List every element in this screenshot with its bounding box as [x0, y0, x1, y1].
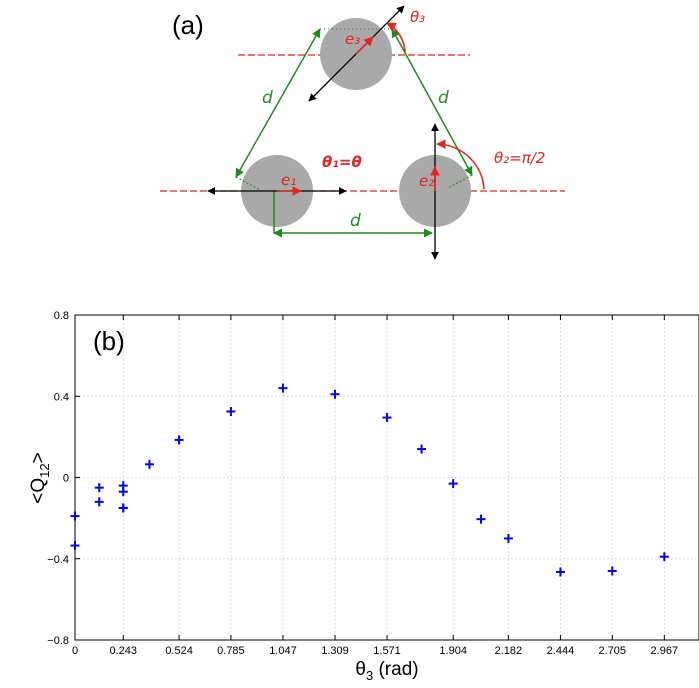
data-point — [330, 389, 340, 399]
angle-label-theta2: θ₂=π/2 — [494, 149, 545, 167]
panel-label-b: (b) — [93, 326, 125, 356]
y-tick-label: 0 — [63, 473, 69, 485]
angle-label-theta1: θ₁=θ — [322, 153, 362, 171]
x-tick-label: 1.904 — [439, 645, 467, 657]
data-point — [607, 566, 617, 576]
y-tick-label: 0.4 — [54, 391, 69, 403]
unit-vector-label-1: e₁ — [281, 171, 296, 189]
data-point — [174, 435, 184, 445]
x-tick-label: 0.243 — [110, 645, 138, 657]
data-point — [555, 567, 565, 577]
data-point — [144, 459, 154, 469]
distance-label-left: d — [262, 88, 273, 108]
x-tick-label: 2.705 — [599, 645, 627, 657]
y-tick-label: −0.4 — [47, 554, 69, 566]
grid — [75, 315, 699, 640]
unit-vector-3 — [355, 36, 374, 55]
y-tick-label: 0.8 — [54, 310, 69, 322]
particle-triangle-diagram: (a) d d d e₁ e₂ e₃ — [160, 5, 565, 260]
data-point — [382, 413, 392, 423]
unit-vector-label-2: e₂ — [419, 172, 434, 190]
x-tick-label: 1.571 — [373, 645, 401, 657]
distance-label-bottom: d — [350, 211, 361, 231]
data-point — [448, 479, 458, 489]
y-axis-title: <Q12> — [28, 452, 52, 503]
data-point — [70, 511, 80, 521]
angle-label-theta3: θ₃ — [410, 8, 425, 26]
x-tick-label: 2.967 — [651, 645, 679, 657]
data-point — [659, 552, 669, 562]
data-point — [503, 533, 513, 543]
unit-vector-label-3: e₃ — [345, 30, 360, 48]
data-point — [118, 503, 128, 513]
x-tick-label: 0 — [72, 645, 78, 657]
y-tick-label: −0.8 — [47, 635, 69, 647]
axis-ticks: 0 0.243 0.524 0.785 1.047 1.309 1.571 1.904 2.18… — [47, 310, 678, 657]
x-axis-title: θ3 (rad) — [355, 659, 418, 683]
x-tick-label: 0.524 — [165, 645, 193, 657]
data-point — [476, 514, 486, 524]
x-tick-label: 1.309 — [321, 645, 349, 657]
data-point — [226, 406, 236, 416]
data-point — [94, 497, 104, 507]
distance-triangle — [235, 28, 473, 238]
data-points — [70, 383, 669, 577]
panel-label-a: (a) — [172, 10, 204, 40]
distance-label-right: d — [438, 88, 449, 108]
angle-arc-theta3 — [386, 22, 406, 53]
data-point — [94, 483, 104, 493]
data-point — [278, 383, 288, 393]
data-point — [118, 487, 128, 497]
angle-arc-theta2 — [436, 139, 485, 190]
x-tick-label: 1.047 — [269, 645, 297, 657]
x-tick-label: 2.182 — [495, 645, 523, 657]
data-point — [70, 541, 80, 551]
q12-scatter-chart: 0 0.243 0.524 0.785 1.047 1.309 1.571 1.904 2.18… — [28, 310, 699, 683]
x-tick-label: 0.785 — [217, 645, 245, 657]
x-tick-label: 2.444 — [547, 645, 575, 657]
data-point — [417, 444, 427, 454]
